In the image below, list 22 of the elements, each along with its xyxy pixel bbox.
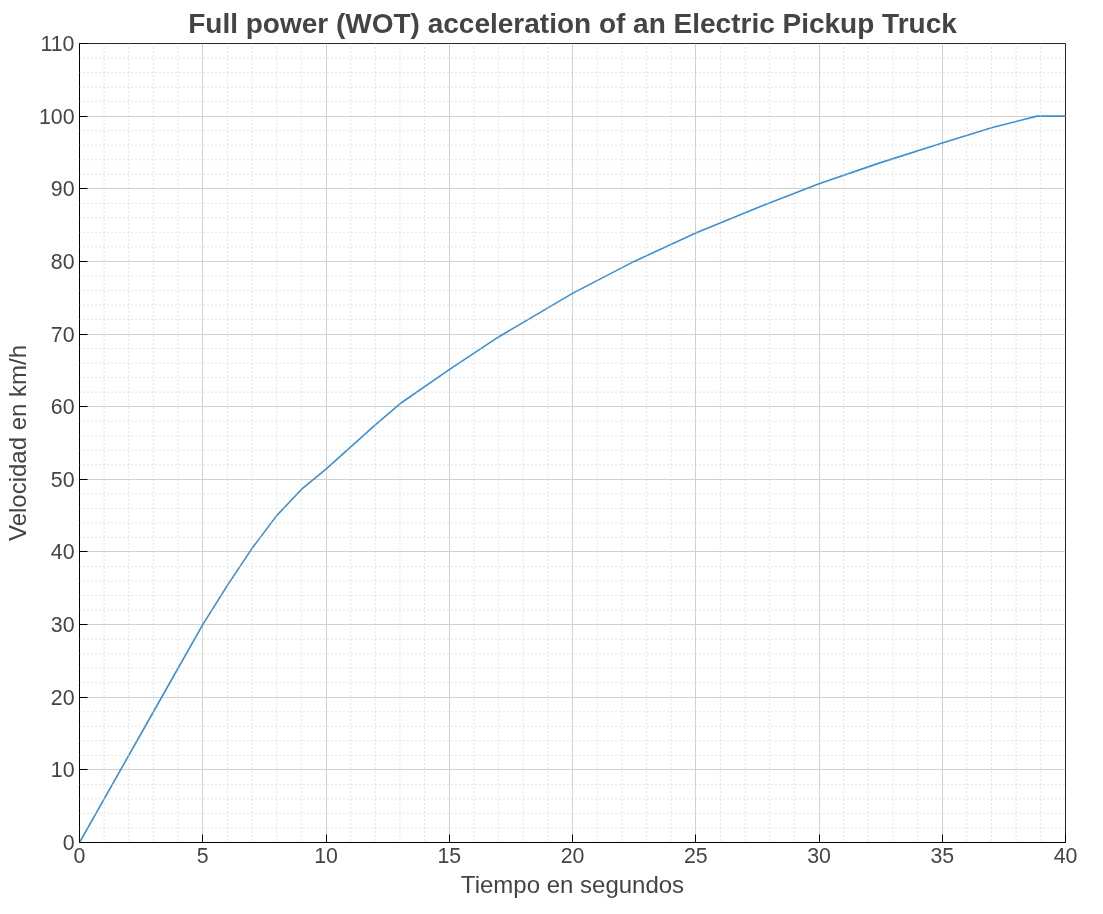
x-tick-label: 15: [437, 843, 462, 868]
y-tick-label: 90: [50, 177, 75, 202]
y-axis-title: Velocidad en km/h: [3, 344, 31, 542]
x-tick-label: 25: [683, 843, 708, 868]
y-tick-label: 60: [50, 395, 75, 420]
y-tick-label: 80: [50, 249, 75, 274]
x-tick-label: 20: [560, 843, 585, 868]
y-tick-label: 110: [40, 32, 75, 56]
x-tick-label: 10: [314, 843, 338, 868]
x-tick-label: 40: [1053, 843, 1078, 868]
y-tick-label: 100: [38, 104, 75, 129]
x-tick-label: 35: [930, 843, 955, 868]
y-tick-label: 10: [50, 758, 75, 783]
y-tick-label: 20: [50, 685, 75, 710]
x-axis-title: Tiempo en segundos: [460, 870, 685, 898]
x-tick-label: 30: [807, 843, 831, 868]
x-tick-label: 5: [196, 843, 209, 868]
y-tick-label: 70: [50, 322, 75, 347]
y-tick-label: 40: [50, 540, 75, 565]
chart-title: Full power (WOT) acceleration of an Electric Pickup Truck: [188, 7, 958, 39]
y-tick-label: 30: [50, 613, 75, 638]
y-tick-label: 50: [50, 467, 75, 492]
